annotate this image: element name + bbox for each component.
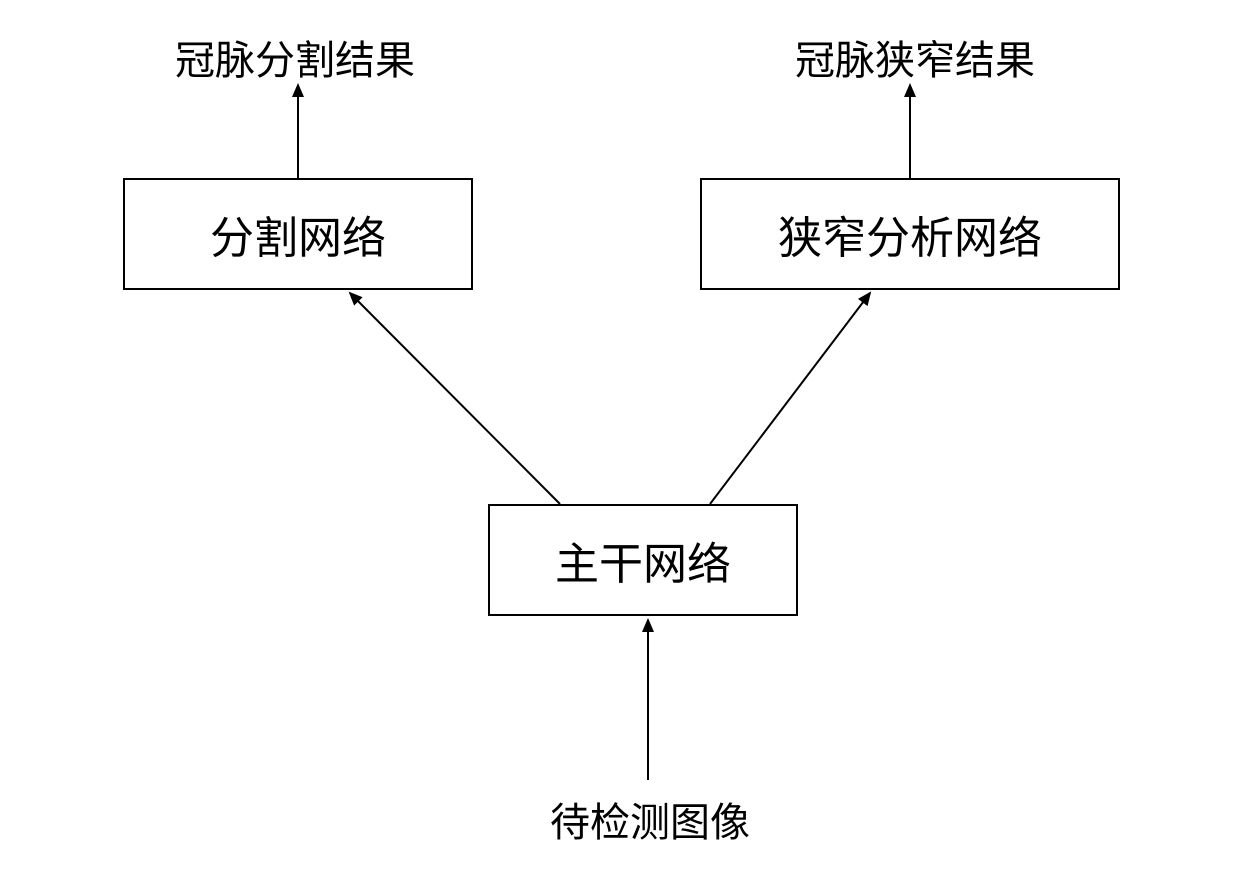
segmentation-network-box: 分割网络 (123, 178, 473, 290)
arrows-svg (0, 0, 1240, 883)
stenosis-result-label: 冠脉狭窄结果 (765, 28, 1065, 86)
seg-result-text: 冠脉分割结果 (175, 38, 415, 83)
edge-backbone-segmentation (350, 293, 560, 504)
edge-backbone-stenosis (710, 293, 870, 504)
stenosis-result-text: 冠脉狭窄结果 (795, 38, 1035, 83)
stenosis-network-text: 狭窄分析网络 (778, 202, 1042, 266)
backbone-network-box: 主干网络 (488, 504, 798, 616)
segmentation-result-label: 冠脉分割结果 (145, 28, 445, 86)
input-image-label: 待检测图像 (525, 790, 775, 848)
stenosis-network-box: 狭窄分析网络 (700, 178, 1120, 290)
input-image-text: 待检测图像 (550, 800, 750, 845)
backbone-network-text: 主干网络 (555, 528, 731, 592)
segmentation-network-text: 分割网络 (210, 202, 386, 266)
